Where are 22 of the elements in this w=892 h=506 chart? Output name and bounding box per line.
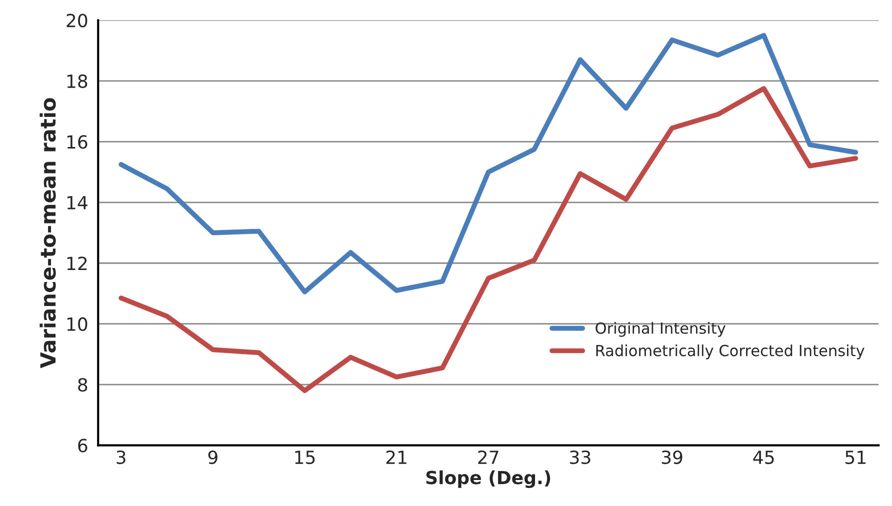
x-tick-label: 21 — [386, 450, 406, 464]
x-tick-label: 9 — [208, 450, 218, 464]
y-tick-label: 8 — [78, 378, 88, 392]
x-tick-label: 33 — [570, 450, 590, 464]
y-tick-label: 16 — [67, 135, 88, 149]
y-tick-label: 10 — [67, 317, 88, 331]
x-tick-label: 45 — [753, 450, 774, 464]
x-tick-label: 3 — [116, 450, 126, 464]
y-tick-label: 18 — [67, 74, 88, 88]
x-axis-title: Slope (Deg.) — [426, 470, 550, 488]
legend-label: Original Intensity — [596, 322, 726, 337]
x-tick-label: 15 — [295, 450, 315, 464]
y-tick-label: 6 — [78, 438, 88, 452]
y-tick-label: 20 — [66, 14, 88, 28]
line-series — [118, 32, 858, 294]
x-tick-label: 51 — [846, 450, 866, 464]
y-tick-label: 12 — [67, 256, 87, 270]
y-axis-title: Variance-to-mean ratio — [40, 98, 56, 368]
x-tick-label: 39 — [662, 450, 682, 464]
y-tick-label: 14 — [67, 196, 88, 210]
legend-label: Radiometrically Corrected Intensity — [596, 344, 864, 360]
x-tick-label: 27 — [478, 450, 498, 464]
